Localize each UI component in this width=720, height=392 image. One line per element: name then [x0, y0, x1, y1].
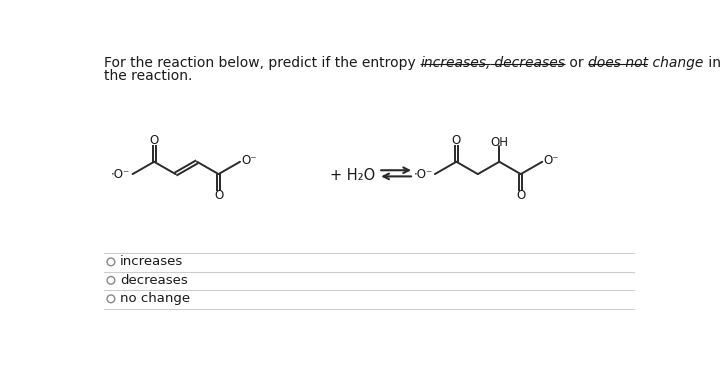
Text: decreases: decreases: [120, 274, 188, 287]
Text: + H₂O: + H₂O: [330, 168, 376, 183]
Text: O: O: [150, 134, 158, 147]
Text: O⁻: O⁻: [242, 154, 257, 167]
Text: increases,: increases,: [420, 56, 490, 70]
Text: O: O: [516, 189, 526, 202]
Text: ⋅O⁻: ⋅O⁻: [413, 168, 433, 181]
Text: O⁻: O⁻: [544, 154, 559, 167]
Text: decreases: decreases: [490, 56, 565, 70]
Text: OH: OH: [490, 136, 508, 149]
Text: O: O: [214, 189, 223, 202]
Text: For the reaction below, predict if the entropy: For the reaction below, predict if the e…: [104, 56, 420, 70]
Text: the reaction.: the reaction.: [104, 69, 192, 83]
Text: or: or: [565, 56, 588, 70]
Text: O: O: [451, 134, 461, 147]
Text: ⋅O⁻: ⋅O⁻: [111, 168, 130, 181]
Text: increases: increases: [120, 255, 184, 269]
Text: in the course of: in the course of: [704, 56, 720, 70]
Text: no change: no change: [120, 292, 190, 305]
Text: does not change: does not change: [588, 56, 704, 70]
